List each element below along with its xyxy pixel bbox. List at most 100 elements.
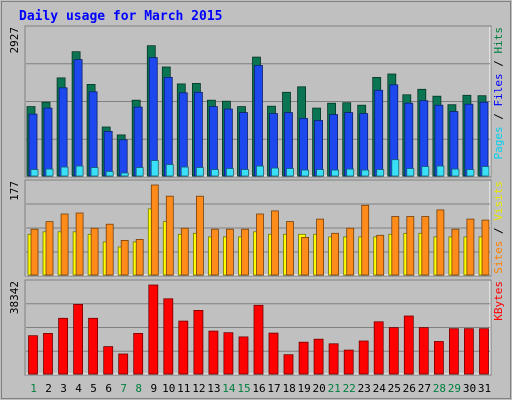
x-label-day-16: 16 (252, 382, 265, 395)
bar-files-day-13 (208, 106, 218, 177)
x-label-day-23: 23 (358, 382, 371, 395)
x-label-day-7: 7 (120, 382, 127, 395)
bar-files-day-31 (479, 101, 489, 177)
bar-kbytes-day-2 (43, 332, 53, 375)
x-label-day-21: 21 (328, 382, 341, 395)
bar-kbytes-day-25 (388, 327, 399, 375)
bar-pages-day-7 (120, 172, 129, 177)
bar-kbytes-day-17 (268, 332, 279, 375)
bar-files-day-4 (73, 59, 83, 177)
bar-pages-day-24 (376, 169, 385, 177)
x-label-day-8: 8 (135, 382, 142, 395)
bar-files-day-23 (359, 113, 369, 177)
x-label-day-28: 28 (433, 382, 446, 395)
bar-files-day-18 (284, 112, 293, 177)
bar-kbytes-day-22 (343, 349, 354, 375)
bar-kbytes-day-5 (88, 317, 98, 375)
y-axis-max-label: 2927 (8, 27, 21, 54)
bar-pages-day-28 (436, 165, 445, 177)
bar-kbytes-day-28 (433, 341, 444, 375)
y-axis-max-label: 177 (8, 181, 21, 201)
x-label-day-14: 14 (222, 382, 236, 395)
bar-files-day-15 (239, 112, 248, 177)
bar-pages-day-13 (210, 169, 219, 177)
chart-title: Daily usage for March 2015 (19, 9, 223, 24)
x-axis-day-labels: 1 2 3 4 5 6 7 8 9 10 11 12 13 14 15 16 17 18 19 20 21 22 23 24 2… (30, 382, 491, 395)
bar-kbytes-day-9 (148, 284, 159, 375)
bar-files-day-24 (374, 89, 384, 177)
bar-pages-day-1 (30, 169, 39, 177)
bar-kbytes-day-11 (178, 320, 189, 375)
x-label-day-24: 24 (373, 382, 387, 395)
bar-pages-day-17 (271, 167, 279, 177)
legend-part: Hits (492, 27, 505, 54)
bar-kbytes-day-1 (28, 335, 38, 375)
x-label-day-9: 9 (150, 382, 157, 395)
bar-kbytes-day-30 (463, 328, 474, 375)
bar-pages-day-4 (75, 165, 84, 177)
bar-kbytes-day-6 (103, 346, 114, 375)
bar-sites-day-20 (316, 218, 325, 276)
bar-sites-day-6 (105, 223, 114, 276)
bar-sites-day-2 (45, 221, 54, 276)
bar-kbytes-day-31 (479, 328, 489, 375)
bar-pages-day-12 (195, 167, 204, 177)
bar-pages-day-30 (466, 169, 475, 177)
bar-sites-day-4 (75, 212, 84, 276)
x-label-day-22: 22 (343, 382, 356, 395)
bar-kbytes-day-7 (118, 353, 129, 375)
bar-files-day-12 (193, 91, 203, 177)
bar-kbytes-day-24 (373, 321, 384, 375)
x-label-day-5: 5 (90, 382, 97, 395)
bar-pages-day-14 (225, 168, 234, 177)
x-label-day-10: 10 (162, 382, 175, 395)
panel-visits_sites: 177 Sites / Visits (8, 179, 505, 277)
bar-files-day-2 (43, 107, 53, 177)
bar-sites-day-11 (180, 227, 189, 276)
bar-pages-day-19 (301, 169, 310, 177)
bar-kbytes-day-19 (298, 341, 309, 375)
legend-part: KBytes (492, 281, 505, 321)
bar-sites-day-15 (241, 228, 249, 276)
bar-files-day-11 (178, 92, 188, 177)
bar-sites-day-25 (391, 216, 400, 276)
panel-kbytes: 38342 KBytes (8, 279, 505, 376)
bar-kbytes-day-20 (313, 338, 324, 375)
bar-kbytes-day-27 (418, 327, 429, 375)
x-label-day-15: 15 (237, 382, 250, 395)
bar-files-day-17 (269, 113, 278, 177)
panel-series-legend: KBytes (492, 281, 505, 321)
bar-kbytes-day-29 (448, 328, 459, 375)
x-label-day-18: 18 (282, 382, 295, 395)
x-label-day-31: 31 (478, 382, 491, 395)
legend-part: / (492, 221, 505, 241)
bar-files-day-7 (118, 139, 128, 177)
bar-sites-day-22 (346, 227, 355, 276)
bar-files-day-29 (449, 111, 459, 177)
x-label-day-12: 12 (192, 382, 205, 395)
panel-series-legend: Sites / Visits (492, 181, 505, 274)
x-label-day-3: 3 (60, 382, 67, 395)
bar-kbytes-day-21 (328, 343, 339, 375)
bar-sites-day-18 (286, 221, 294, 276)
bar-sites-day-1 (30, 228, 39, 276)
x-label-day-4: 4 (75, 382, 82, 395)
bar-pages-day-27 (421, 166, 430, 177)
x-label-day-30: 30 (463, 382, 476, 395)
x-label-day-11: 11 (177, 382, 190, 395)
bar-kbytes-day-12 (193, 309, 204, 375)
y-axis-max-label: 38342 (8, 281, 21, 314)
bar-kbytes-day-15 (238, 336, 249, 375)
legend-part: Files (492, 73, 505, 106)
bar-pages-day-8 (135, 167, 144, 177)
bar-sites-day-3 (60, 213, 69, 276)
bar-sites-day-12 (195, 195, 204, 276)
bar-sites-day-28 (436, 209, 445, 276)
bar-sites-day-14 (225, 228, 234, 276)
bar-pages-day-18 (286, 168, 294, 177)
bar-pages-day-10 (165, 164, 174, 177)
bar-files-day-8 (133, 106, 143, 177)
bar-pages-day-22 (346, 168, 355, 177)
bar-sites-day-29 (451, 228, 460, 276)
